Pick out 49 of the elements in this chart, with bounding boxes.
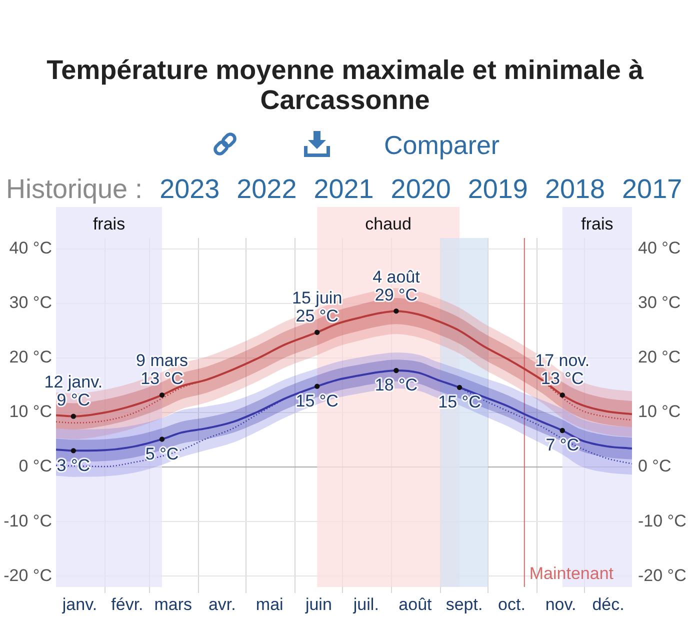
text: 2017 xyxy=(622,173,682,205)
y-tick-label: -10 °C xyxy=(4,511,52,530)
annotation: 15 °C xyxy=(438,392,481,412)
y2-tick-label: 10 °C xyxy=(638,402,681,422)
annotation: 18 °C xyxy=(374,376,418,395)
x-tick-label: juil. xyxy=(352,594,379,614)
x-tick-label: juin xyxy=(304,594,332,614)
text: 2023 xyxy=(160,173,220,205)
x-tick-label: août xyxy=(398,594,432,614)
text: 2021 xyxy=(314,173,374,205)
annotation: 5 °C xyxy=(145,444,179,464)
annotation: 9 mars 13 °C xyxy=(136,351,188,388)
chart-title: Température moyenne maximale et minimale à Carcassonne xyxy=(46,55,644,115)
text: 2020 xyxy=(390,173,451,205)
x-tick-label: mars xyxy=(154,594,192,614)
y-tick-label: -20 °C xyxy=(4,566,52,585)
x-tick-label: sept. xyxy=(446,594,483,614)
y2-tick-label: -20 °C xyxy=(638,566,686,585)
annotation: 4 août 29 °C xyxy=(372,267,420,304)
x-tick-label: oct. xyxy=(498,594,526,614)
y2-tick-label: 30 °C xyxy=(638,293,681,312)
annotation: 7 °C xyxy=(546,436,580,455)
x-tick-label: janv. xyxy=(61,594,98,614)
y-tick-label: 30 °C xyxy=(9,293,52,312)
text: Historique : xyxy=(6,173,143,205)
x-tick-label: mai xyxy=(256,594,284,614)
text: Comparer xyxy=(384,129,500,161)
x-tick-label: avr. xyxy=(208,594,236,614)
x-tick-label: nov. xyxy=(545,594,576,614)
y2-tick-label: 40 °C xyxy=(638,238,681,258)
text: 2019 xyxy=(468,173,528,205)
band-label: frais xyxy=(92,214,126,234)
x-tick-label: févr. xyxy=(111,594,144,614)
y-tick-label: 40 °C xyxy=(9,238,52,258)
annotation: 3 °C xyxy=(56,456,90,475)
y-tick-label: 0 °C xyxy=(18,456,52,476)
y2-tick-label: -10 °C xyxy=(638,511,686,530)
text: 2018 xyxy=(544,173,606,205)
annotation: 17 nov. 13 °C xyxy=(535,351,590,388)
text: 2022 xyxy=(236,173,297,205)
annotation: 15 °C xyxy=(296,392,338,411)
x-tick-label: déc. xyxy=(592,594,624,614)
annotation: 15 juin 25 °C xyxy=(292,288,342,326)
y2-tick-label: 20 °C xyxy=(638,348,681,367)
y2-tick-label: 0 °C xyxy=(638,456,672,476)
y-tick-label: 20 °C xyxy=(9,348,52,367)
band-label: chaud xyxy=(365,214,412,234)
band-label: frais xyxy=(581,214,614,234)
ref-line-label: Maintenant xyxy=(529,564,614,584)
